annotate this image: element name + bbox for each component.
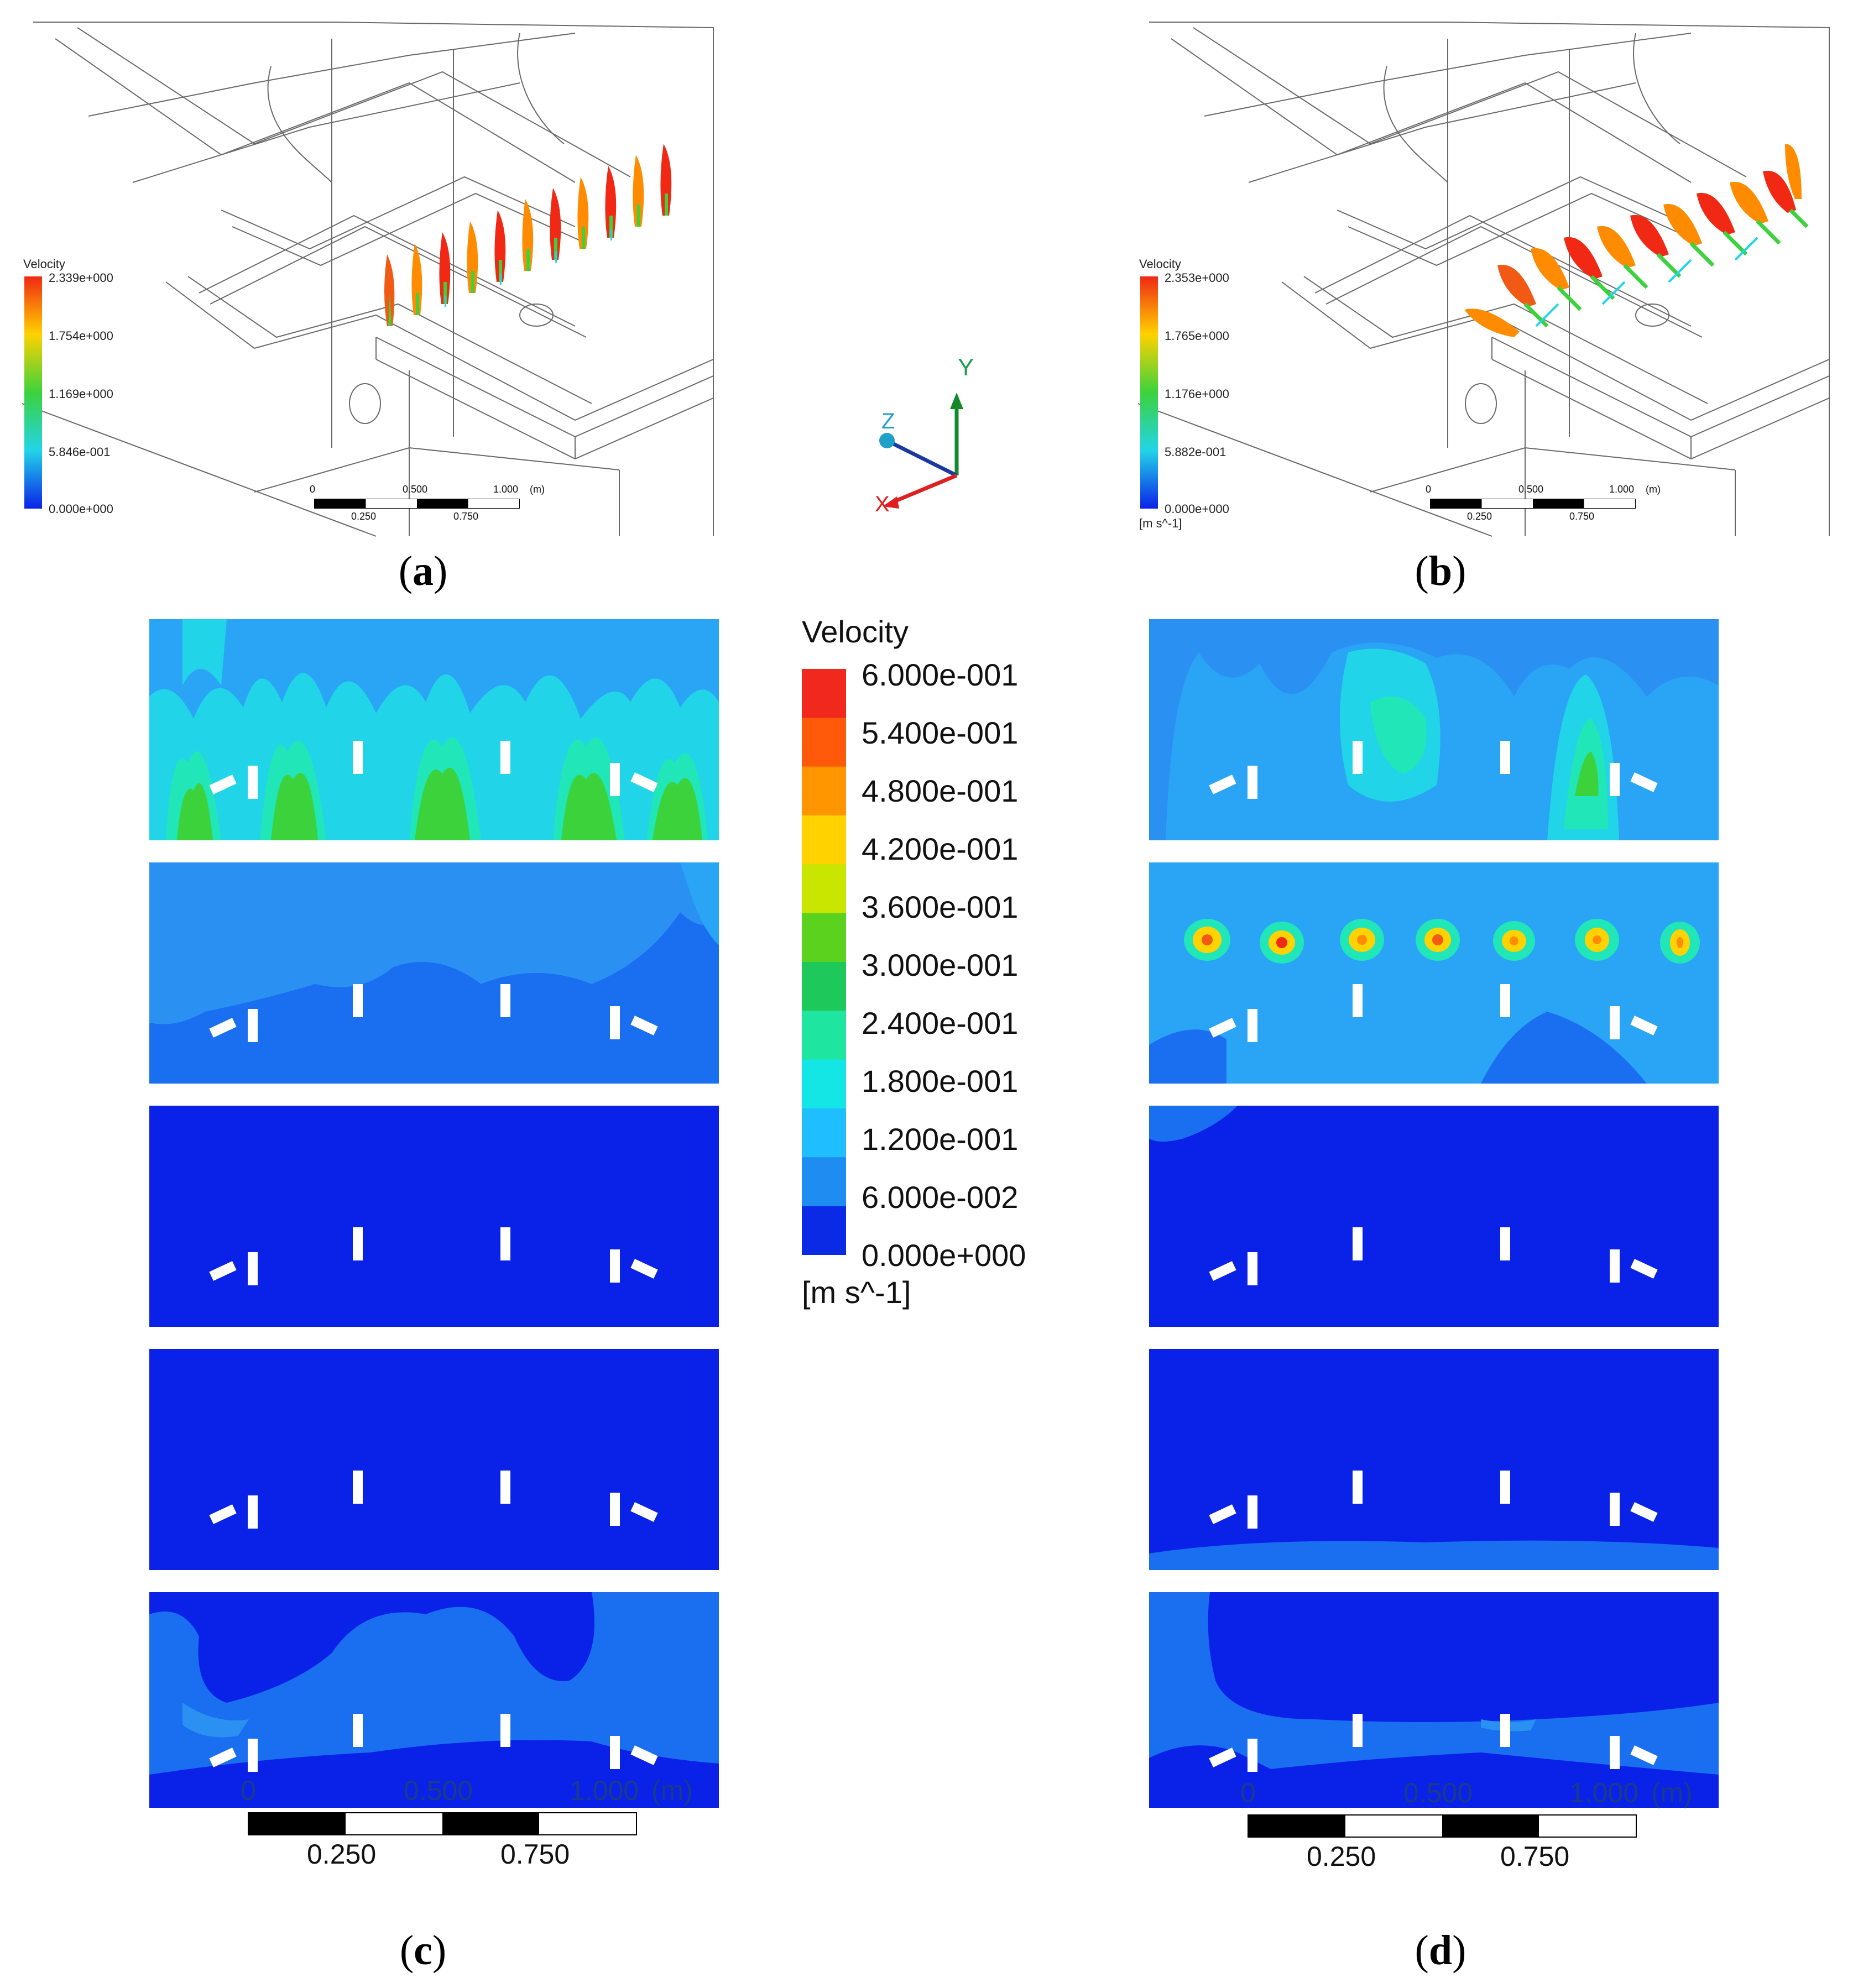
panel-b-legend-title: Velocity xyxy=(1139,257,1181,271)
panel-b-scale-unit: (m) xyxy=(1646,484,1661,495)
panel-b-legend-unit: [m s^-1] xyxy=(1139,516,1182,530)
panel-c-slice-2 xyxy=(149,862,719,1084)
panel-b-legend-tick-4: 0.000e+000 xyxy=(1165,502,1229,516)
panel-c-scale-1000: 1.000 xyxy=(570,1775,639,1806)
panel-a-legend-tick-4: 0.000e+000 xyxy=(49,502,113,516)
center-legend-tick-6: 2.400e-001 xyxy=(862,1006,1019,1040)
colorbar-band-3 xyxy=(802,815,846,865)
panel-c-scale-250: 0.250 xyxy=(307,1839,377,1870)
panel-a-scale-750: 0.750 xyxy=(453,511,479,522)
panel-c-scale-0: 0 xyxy=(241,1775,256,1806)
center-legend-tick-5: 3.000e-001 xyxy=(862,948,1019,982)
panel-d-slices: 0 0.500 1.000 (m) xyxy=(1149,619,1719,1813)
panel-c-slice-1 xyxy=(149,619,719,840)
panel-d-slice-4 xyxy=(1149,1349,1719,1570)
center-legend-tick-4: 3.600e-001 xyxy=(862,890,1019,924)
panel-c-scale-750: 0.750 xyxy=(500,1839,570,1870)
panel-a-caption: (a) xyxy=(398,548,448,594)
panel-a-scale-500: 0.500 xyxy=(403,484,428,495)
center-legend-title: Velocity xyxy=(802,614,909,649)
panel-a-plumes xyxy=(384,144,672,326)
panel-b-legend-tick-1: 1.765e+000 xyxy=(1165,329,1229,343)
panel-a-scale-1000: 1.000 xyxy=(493,484,519,495)
panel-c-scale-unit: (m) xyxy=(651,1775,693,1806)
center-legend-unit: [m s^-1] xyxy=(802,1275,911,1310)
panel-a-legend-tick-1: 1.754e+000 xyxy=(49,329,113,343)
panel-b-scale-bar xyxy=(1430,499,1636,509)
colorbar-band-1 xyxy=(802,718,846,767)
panel-a-legend-tick-3: 5.846e-001 xyxy=(49,445,111,459)
axis-y-label: Y xyxy=(958,354,974,381)
center-legend-tick-9: 6.000e-002 xyxy=(862,1180,1019,1215)
colorbar-band-8 xyxy=(802,1059,846,1109)
panel-a-wireframe xyxy=(22,22,714,537)
panel-d-scale-250: 0.250 xyxy=(1307,1841,1376,1872)
panel-a-3d-view: Velocity 2.339e+000 1.754e+000 1.169e+00… xyxy=(22,17,724,542)
panel-c-slice-4 xyxy=(149,1349,719,1570)
panel-b-legend-tick-0: 2.353e+000 xyxy=(1165,271,1229,285)
colorbar-band-11 xyxy=(802,1206,846,1255)
colorbar-band-6 xyxy=(802,962,846,1011)
panel-b-caption: (b) xyxy=(1415,548,1466,594)
panel-d-slice-5 xyxy=(1149,1592,1719,1813)
center-legend-colorbar xyxy=(802,669,846,1255)
panel-a-scale-bar xyxy=(314,499,520,509)
axis-triad: Y Z X xyxy=(863,354,984,520)
center-legend-tick-1: 5.400e-001 xyxy=(862,715,1019,750)
panel-b-wireframe xyxy=(1138,22,1830,537)
panel-a-scale-unit: (m) xyxy=(530,484,545,495)
colorbar-band-5 xyxy=(802,913,846,962)
panel-c-scale-bar xyxy=(248,1812,637,1835)
panel-d-scale-1000: 1.000 xyxy=(1569,1777,1639,1808)
panel-a-legend-title: Velocity xyxy=(23,257,65,271)
panel-b-scale-500: 0.500 xyxy=(1518,484,1544,495)
panel-a-scale-0: 0 xyxy=(310,484,316,495)
panel-b-scale-250: 0.250 xyxy=(1467,511,1492,522)
panel-c-scale-500: 0.500 xyxy=(404,1775,473,1806)
center-legend-tick-10: 0.000e+000 xyxy=(862,1238,1026,1273)
panel-b-plumes xyxy=(1464,144,1809,337)
panel-b-scale-1000: 1.000 xyxy=(1609,484,1635,495)
center-legend-tick-7: 1.800e-001 xyxy=(862,1064,1019,1098)
colorbar-band-10 xyxy=(802,1157,846,1207)
panel-d-slice-3 xyxy=(1149,1106,1719,1327)
panel-c-caption: (c) xyxy=(399,1927,447,1974)
axis-x-label: X xyxy=(875,492,890,516)
panel-a-legend-tick-2: 1.169e+000 xyxy=(49,387,113,401)
colorbar-band-7 xyxy=(802,1011,846,1060)
panel-d-slice-1 xyxy=(1149,619,1719,840)
center-legend-tick-2: 4.800e-001 xyxy=(862,773,1019,808)
colorbar-band-9 xyxy=(802,1108,846,1158)
panel-d-scale-0: 0 xyxy=(1240,1777,1256,1808)
panel-b-scale-0: 0 xyxy=(1426,484,1432,495)
panel-d-hotspots xyxy=(1184,919,1700,964)
panel-b-colorbar xyxy=(1140,276,1158,509)
center-legend-tick-8: 1.200e-001 xyxy=(862,1122,1019,1157)
axis-z-label: Z xyxy=(881,409,895,433)
panel-d-caption: (d) xyxy=(1415,1927,1466,1974)
center-legend-tick-3: 4.200e-001 xyxy=(862,831,1019,866)
panel-c-slices: 0 0.500 1.000 (m) xyxy=(149,619,719,1813)
center-legend: Velocity 6.000e-001 5.400e-001 4.800e-00… xyxy=(796,614,1084,1332)
panel-d-scale-750: 0.750 xyxy=(1500,1841,1570,1872)
panel-b-legend-tick-2: 1.176e+000 xyxy=(1165,387,1229,401)
center-legend-tick-0: 6.000e-001 xyxy=(862,657,1019,692)
panel-a-scale-250: 0.250 xyxy=(351,511,377,522)
panel-d-scale-500: 0.500 xyxy=(1403,1777,1473,1808)
panel-a-colorbar xyxy=(24,276,42,509)
panel-b-3d-view: Velocity 2.353e+000 1.765e+000 1.176e+00… xyxy=(1138,17,1840,542)
panel-b-legend-tick-3: 5.882e-001 xyxy=(1165,445,1227,459)
panel-c-slice-3 xyxy=(149,1106,719,1327)
panel-d-scale-unit: (m) xyxy=(1651,1777,1693,1808)
colorbar-band-2 xyxy=(802,766,846,816)
panel-a-legend-tick-0: 2.339e+000 xyxy=(49,271,113,285)
colorbar-band-4 xyxy=(802,864,846,914)
panel-d-scale-bar xyxy=(1248,1814,1637,1838)
panel-d-slice-2 xyxy=(1149,862,1719,1084)
panel-b-scale-750: 0.750 xyxy=(1569,511,1595,522)
colorbar-band-0 xyxy=(802,669,846,718)
panel-c-slice-5 xyxy=(149,1592,719,1813)
